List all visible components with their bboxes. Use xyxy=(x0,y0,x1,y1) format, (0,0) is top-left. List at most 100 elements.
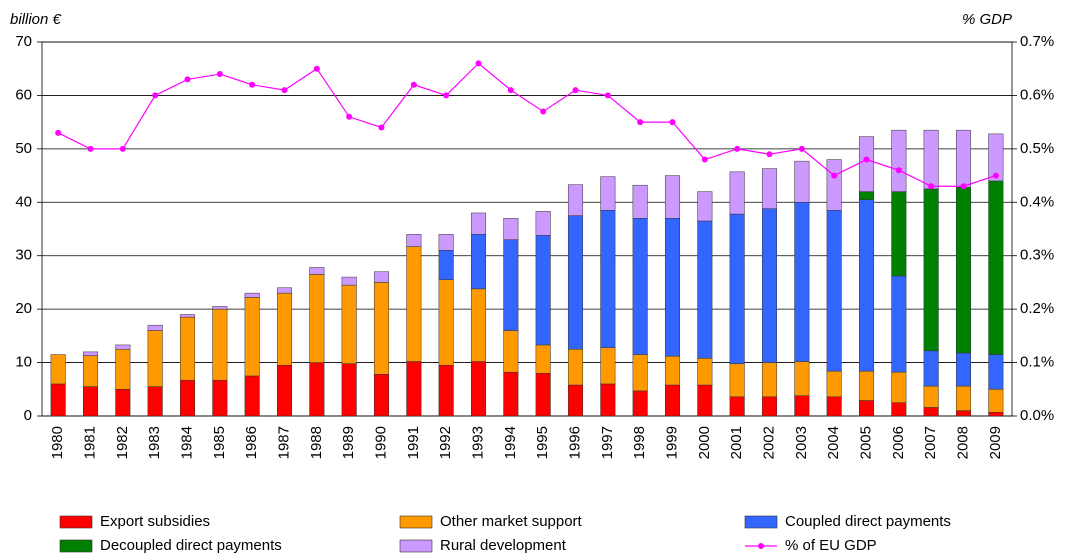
line-marker xyxy=(928,183,935,190)
x-tick-label: 1988 xyxy=(308,426,325,459)
x-tick-label: 2000 xyxy=(696,426,713,459)
bar xyxy=(988,354,1004,390)
bar xyxy=(923,385,939,408)
line-marker xyxy=(637,119,644,126)
legend-label: % of EU GDP xyxy=(785,537,877,554)
y-tick-label: 50 xyxy=(15,140,32,157)
line-marker xyxy=(604,92,611,99)
line-marker xyxy=(701,156,708,163)
bar xyxy=(567,215,584,350)
x-tick-label: 2007 xyxy=(922,426,939,459)
x-tick-label: 1985 xyxy=(211,426,228,459)
bar xyxy=(406,361,422,417)
bar xyxy=(309,274,325,363)
line-marker xyxy=(734,145,741,152)
bar xyxy=(761,168,778,209)
bar xyxy=(438,279,454,366)
bar xyxy=(82,355,99,387)
bar xyxy=(212,306,228,310)
x-tick-label: 1995 xyxy=(534,426,551,459)
bar xyxy=(470,361,487,417)
line-marker xyxy=(378,124,385,131)
x-tick-label: 2005 xyxy=(857,426,874,459)
x-tick-label: 1987 xyxy=(275,426,292,459)
y2-axis-label: % GDP xyxy=(962,11,1012,28)
bar xyxy=(697,384,713,417)
y2-tick-label: 0.2% xyxy=(1020,300,1054,317)
y2-tick-label: 0.5% xyxy=(1020,140,1054,157)
y-tick-label: 60 xyxy=(15,86,32,103)
line-marker xyxy=(507,87,514,94)
bar xyxy=(373,374,390,417)
bar xyxy=(955,352,972,387)
x-tick-label: 2001 xyxy=(728,426,745,459)
bar xyxy=(826,370,842,398)
legend-swatch xyxy=(744,515,778,529)
bar xyxy=(826,210,842,372)
line-marker xyxy=(281,87,288,94)
bar xyxy=(858,400,875,417)
bar xyxy=(794,202,810,362)
bar xyxy=(244,292,260,298)
bar xyxy=(988,412,1004,417)
line xyxy=(57,62,997,187)
bar xyxy=(535,235,551,346)
bar xyxy=(309,362,325,417)
bar xyxy=(955,129,972,188)
y2-tick-label: 0.4% xyxy=(1020,193,1054,210)
bar xyxy=(179,314,196,318)
bar xyxy=(309,267,325,275)
bar xyxy=(600,347,616,385)
line-marker xyxy=(572,87,579,94)
line-marker xyxy=(895,167,902,174)
bar xyxy=(891,371,907,403)
y-tick-label: 0 xyxy=(24,407,32,424)
bar xyxy=(729,171,745,215)
bar xyxy=(923,407,939,417)
x-tick-label: 1981 xyxy=(81,426,98,459)
x-tick-label: 2003 xyxy=(793,426,810,459)
bar xyxy=(632,390,648,417)
bar xyxy=(697,358,713,386)
x-tick-label: 1990 xyxy=(372,426,389,459)
line-marker xyxy=(960,183,967,190)
bar xyxy=(50,383,66,417)
line-marker xyxy=(249,81,256,88)
x-tick-label: 1982 xyxy=(114,426,131,459)
bar xyxy=(276,364,293,417)
x-tick-label: 1999 xyxy=(663,426,680,459)
bar xyxy=(438,234,454,251)
line-marker xyxy=(346,113,353,120)
bar xyxy=(664,218,681,357)
legend-marker xyxy=(758,543,764,549)
bar xyxy=(794,361,810,396)
bar xyxy=(503,239,519,331)
bar xyxy=(503,330,519,373)
bar xyxy=(664,175,681,219)
line-marker xyxy=(443,92,450,99)
bar xyxy=(244,375,260,417)
bar xyxy=(923,129,939,190)
x-tick-label: 2006 xyxy=(890,426,907,459)
legend-swatch xyxy=(59,539,93,553)
bar xyxy=(858,370,875,401)
bar xyxy=(955,385,972,411)
bar xyxy=(761,208,778,363)
bar xyxy=(600,210,616,348)
bar xyxy=(697,220,713,359)
line-marker xyxy=(992,172,999,179)
line-marker xyxy=(766,151,773,158)
bar xyxy=(147,324,163,331)
y2-tick-label: 0.7% xyxy=(1020,33,1054,50)
bar xyxy=(535,373,551,417)
x-tick-label: 2002 xyxy=(760,426,777,459)
line-marker xyxy=(669,119,676,126)
bar xyxy=(729,213,745,364)
y2-tick-label: 0.3% xyxy=(1020,247,1054,264)
bar xyxy=(50,354,66,385)
bar xyxy=(82,351,99,356)
bar xyxy=(664,355,681,386)
bar xyxy=(858,136,875,192)
bar xyxy=(567,384,584,417)
bar xyxy=(212,308,228,381)
